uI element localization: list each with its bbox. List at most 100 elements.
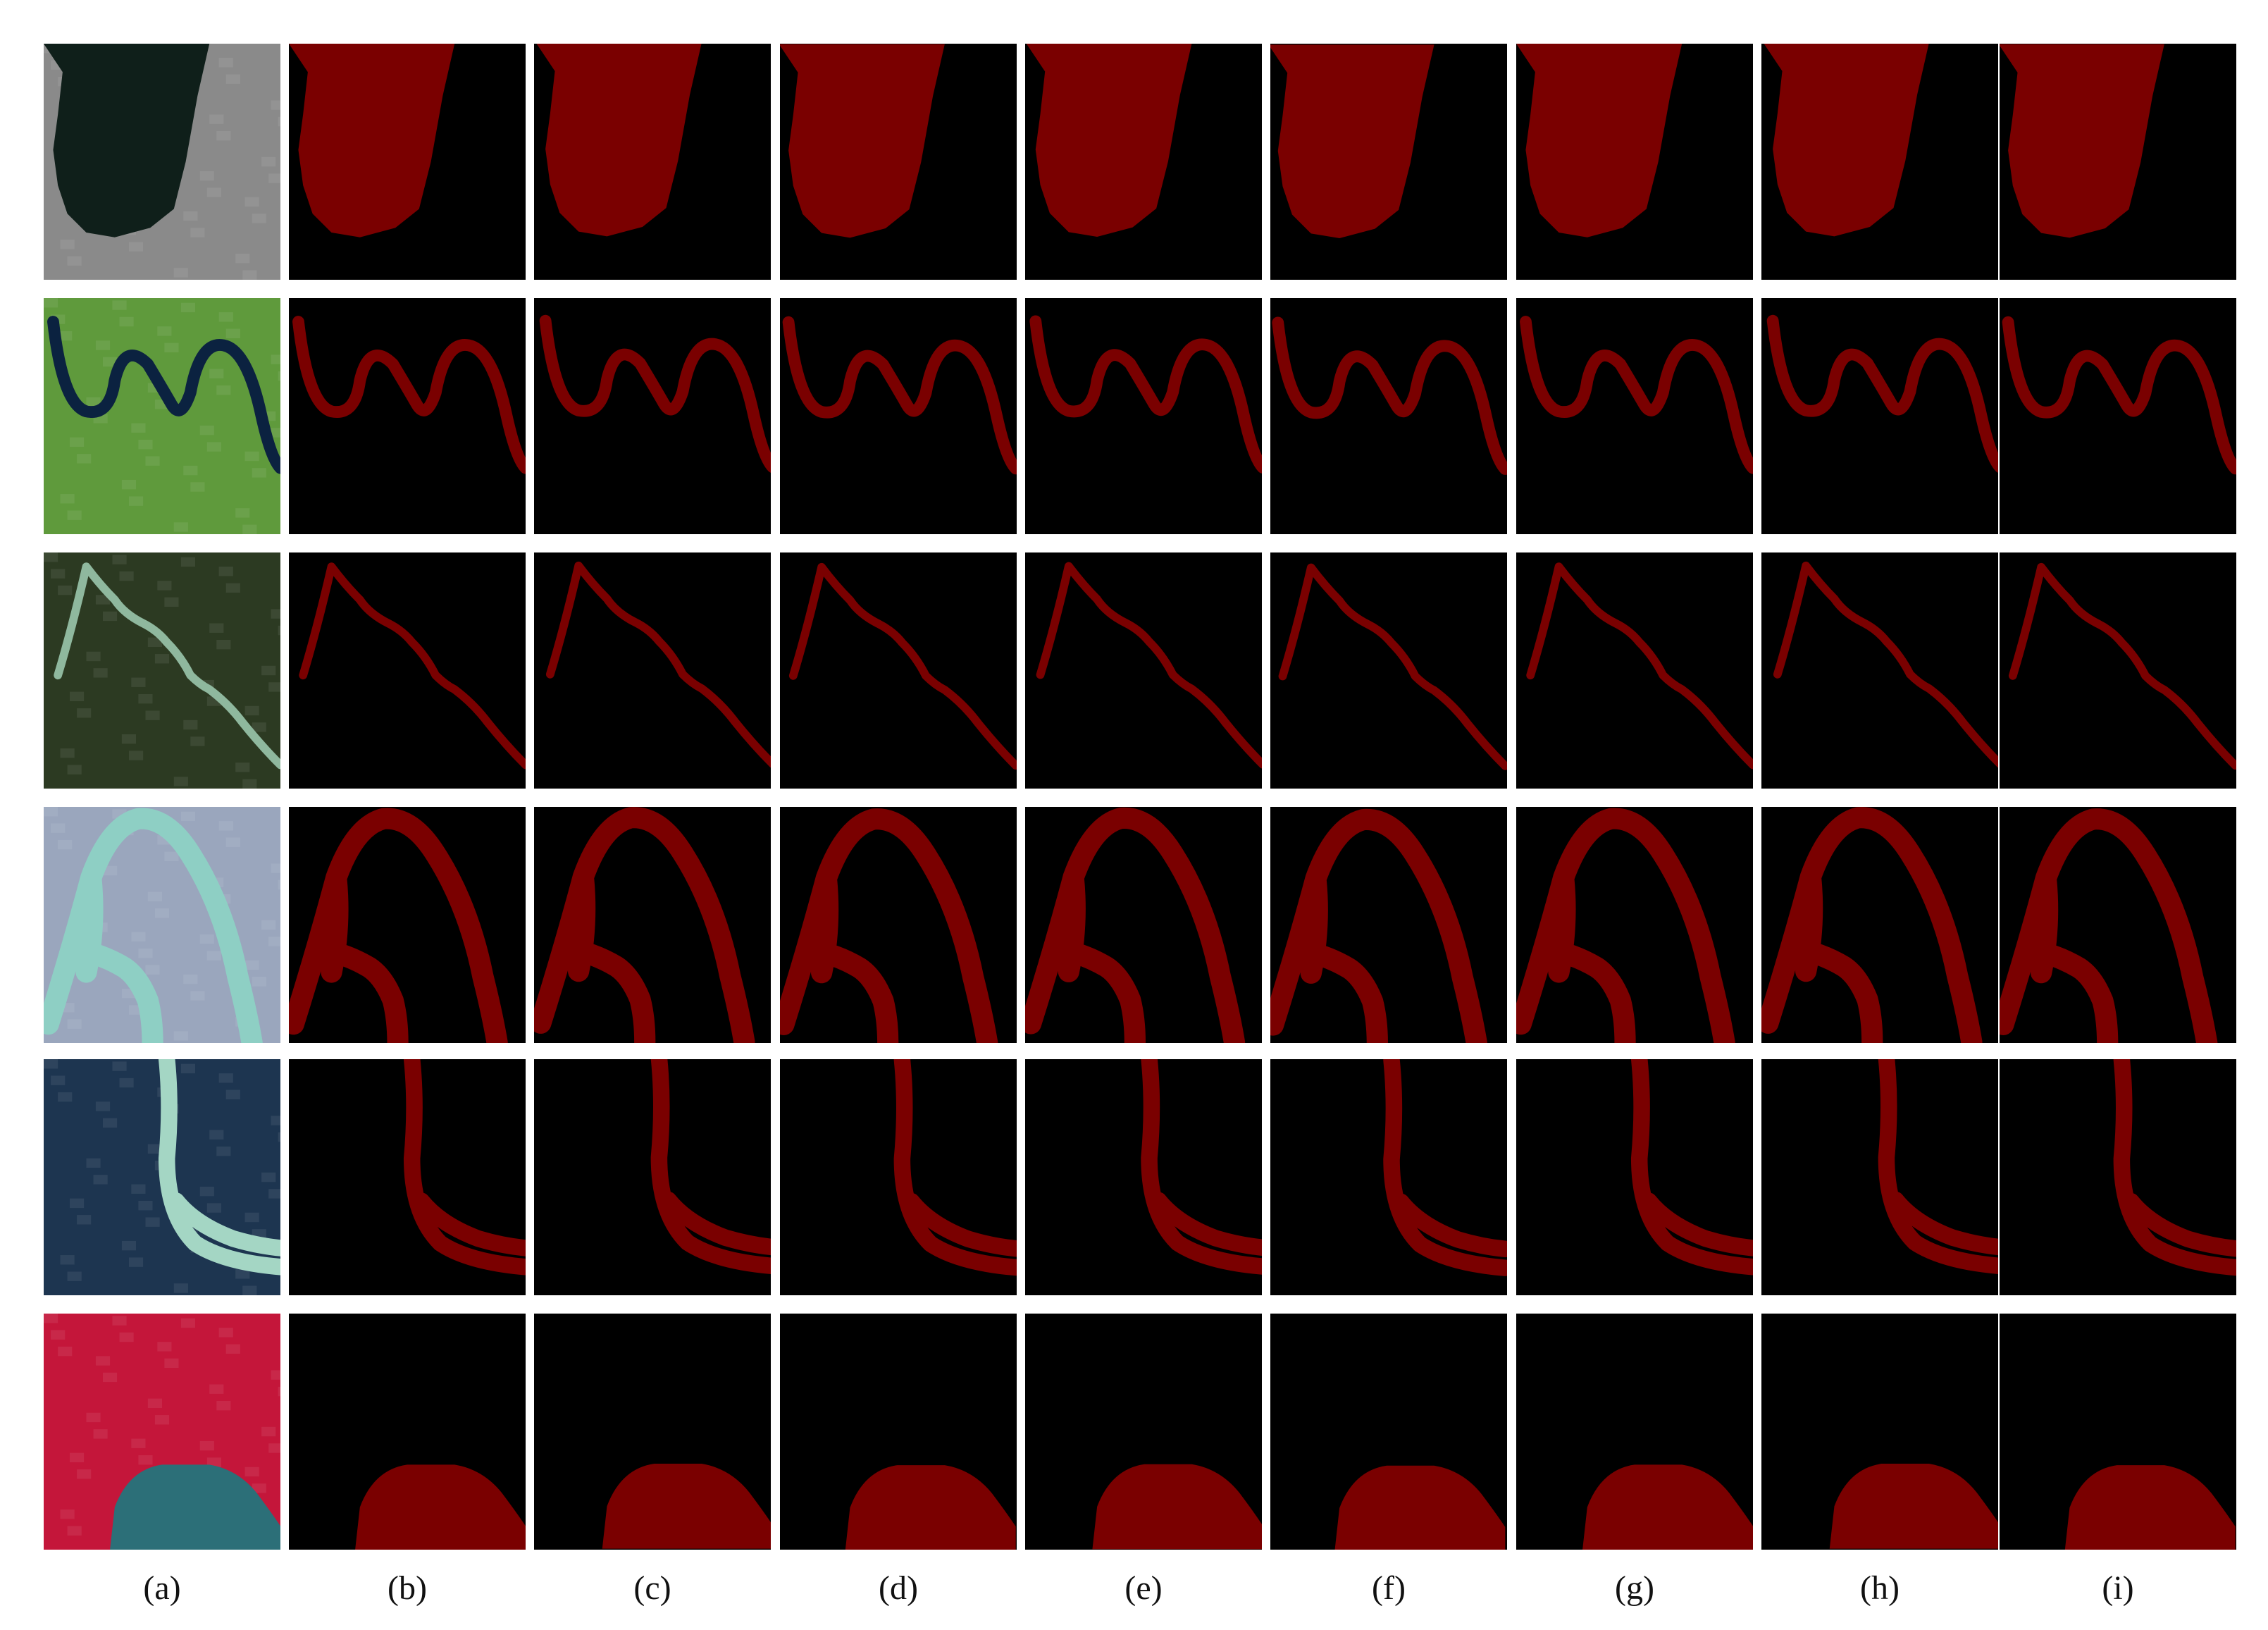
mask-meander-c: [534, 298, 771, 534]
source-image-delta-a: [44, 807, 280, 1043]
mask-lake-f: [1270, 44, 1507, 280]
water-region: [1582, 1464, 1753, 1550]
water-region: [1764, 44, 1929, 237]
mask-valley-c: [534, 552, 771, 789]
water-region: [1520, 316, 1753, 474]
column-label-d: (d): [879, 1569, 918, 1607]
source-image-valley-a: [44, 552, 280, 789]
column-label-i: (i): [2102, 1569, 2134, 1607]
mask-valley-b: [289, 552, 526, 789]
column-label-g: (g): [1615, 1569, 1654, 1607]
column-label-e: (e): [1124, 1569, 1163, 1607]
mask-estuary-i: [2000, 1059, 2236, 1295]
source-image-meander-a: [44, 298, 280, 534]
water-region: [602, 1464, 771, 1549]
column-label-f: (f): [1372, 1569, 1406, 1607]
mask-coast-d: [780, 1314, 1017, 1550]
mask-valley-h: [1761, 552, 1998, 789]
mask-coast-b: [289, 1314, 526, 1550]
mask-delta-g: [1516, 807, 1753, 1043]
water-region: [54, 562, 280, 770]
water-region: [1383, 1059, 1507, 1276]
water-region: [1026, 44, 1192, 237]
water-region: [1829, 1464, 1998, 1549]
water-region: [845, 1465, 1016, 1550]
mask-estuary-c: [534, 1059, 771, 1295]
mask-estuary-g: [1516, 1059, 1753, 1295]
water-region: [1766, 314, 1998, 473]
mask-valley-g: [1516, 552, 1753, 789]
water-region: [1278, 563, 1507, 770]
mask-delta-b: [289, 807, 526, 1043]
water-region: [1092, 1464, 1262, 1550]
mask-meander-i: [2000, 298, 2236, 534]
water-region: [1516, 808, 1735, 1043]
mask-valley-e: [1025, 552, 1262, 789]
water-region: [289, 44, 455, 237]
mask-meander-b: [289, 298, 526, 534]
column-label-c: (c): [633, 1569, 671, 1607]
water-region: [1878, 1059, 1998, 1274]
mask-delta-c: [534, 807, 771, 1043]
mask-lake-g: [1516, 44, 1753, 280]
water-region: [403, 1059, 526, 1276]
mask-estuary-f: [1270, 1059, 1507, 1295]
water-region: [539, 314, 771, 473]
water-region: [780, 44, 945, 238]
column-label-h: (h): [1860, 1569, 1900, 1607]
water-region: [545, 561, 771, 768]
mask-valley-i: [2000, 552, 2236, 789]
mask-lake-c: [534, 44, 771, 280]
mask-coast-f: [1270, 1314, 1507, 1550]
water-region: [2002, 316, 2236, 475]
mask-delta-h: [1761, 807, 1998, 1043]
mask-estuary-b: [289, 1059, 526, 1295]
water-region: [650, 1059, 771, 1274]
mask-estuary-e: [1025, 1059, 1262, 1295]
mask-valley-f: [1270, 552, 1507, 789]
mask-coast-c: [534, 1314, 771, 1550]
water-region: [355, 1464, 526, 1550]
source-image-estuary-a: [44, 1059, 280, 1295]
water-region: [1272, 316, 1507, 475]
water-region: [292, 316, 526, 474]
water-region: [2113, 1059, 2236, 1276]
water-region: [893, 1059, 1017, 1276]
mask-lake-h: [1761, 44, 1998, 280]
water-region: [2008, 562, 2236, 770]
water-region: [1773, 561, 1998, 768]
water-region: [158, 1059, 280, 1276]
water-region: [2000, 808, 2218, 1043]
source-image-lake-a: [44, 44, 280, 280]
mask-lake-i: [2000, 44, 2236, 280]
column-label-b: (b): [388, 1569, 427, 1607]
water-region: [1025, 807, 1246, 1043]
mask-meander-e: [1025, 298, 1262, 534]
water-region: [534, 807, 755, 1043]
mask-coast-e: [1025, 1314, 1262, 1550]
water-region: [1270, 808, 1487, 1043]
mask-meander-f: [1270, 298, 1507, 534]
water-region: [780, 808, 998, 1043]
water-region: [110, 1464, 280, 1550]
water-region: [1141, 1059, 1262, 1275]
mask-lake-b: [289, 44, 526, 280]
water-region: [1270, 44, 1434, 239]
mask-coast-i: [2000, 1314, 2236, 1550]
water-region: [1761, 807, 1983, 1043]
mask-lake-d: [780, 44, 1017, 280]
mask-estuary-d: [780, 1059, 1017, 1295]
water-region: [782, 316, 1017, 475]
water-region: [44, 808, 263, 1043]
source-image-coast-a: [44, 1314, 280, 1550]
water-region: [1526, 562, 1753, 770]
mask-valley-d: [780, 552, 1017, 789]
water-region: [289, 808, 508, 1043]
water-region: [2064, 1465, 2236, 1550]
mask-meander-d: [780, 298, 1017, 534]
mask-meander-g: [1516, 298, 1753, 534]
water-region: [1334, 1465, 1506, 1550]
water-region: [1516, 44, 1683, 237]
mask-estuary-h: [1761, 1059, 1998, 1295]
